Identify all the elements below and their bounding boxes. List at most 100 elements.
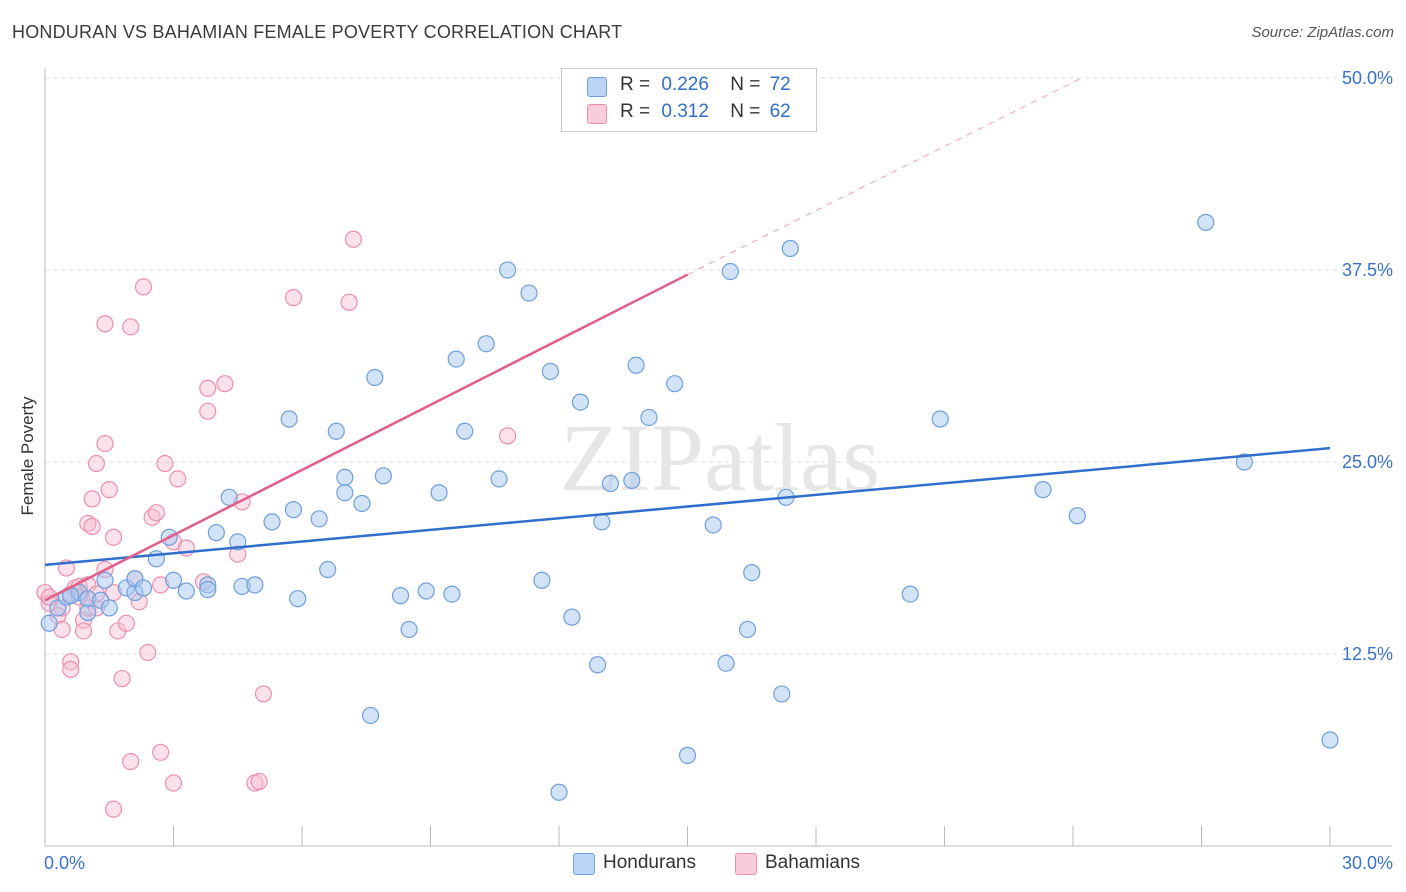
bahamians-point <box>199 402 217 420</box>
hondurans-point <box>327 422 345 440</box>
hondurans-point <box>134 579 153 597</box>
bahamians-point <box>122 752 140 771</box>
hondurans-point <box>533 571 551 589</box>
y-tick-label: 50.0% <box>1342 68 1393 88</box>
bahamians-swatch <box>587 104 607 124</box>
bahamians-point <box>104 800 123 818</box>
hondurans-point <box>456 422 474 440</box>
hondurans-point <box>336 468 354 486</box>
bahamians-point <box>139 643 157 662</box>
n-label: N = <box>730 101 761 122</box>
hondurans-point <box>280 410 298 428</box>
bahamians-point <box>74 622 93 640</box>
hondurans-point <box>374 467 392 485</box>
hondurans-point <box>361 706 380 725</box>
axes <box>44 68 1392 847</box>
legend-label: Bahamians <box>765 852 861 873</box>
bahamians-point <box>100 481 118 499</box>
x-tick-label: 30.0% <box>1342 853 1393 873</box>
hondurans-point <box>704 516 722 534</box>
watermark: ZIPatlas <box>560 404 880 511</box>
bahamians-points <box>36 230 517 818</box>
y-tick-label: 37.5% <box>1342 260 1393 280</box>
hondurans-swatch <box>573 853 595 875</box>
hondurans-point <box>40 614 58 632</box>
hondurans-point <box>593 513 611 531</box>
hondurans-point <box>336 484 354 502</box>
hondurans-point <box>443 585 461 603</box>
hondurans-point <box>717 654 735 672</box>
bahamians-point <box>113 669 131 688</box>
hondurans-point <box>177 582 195 600</box>
bahamians-point <box>122 318 140 336</box>
bahamians-point <box>284 289 303 307</box>
hondurans-point <box>100 599 118 617</box>
hondurans-point <box>430 484 448 502</box>
bahamians-point <box>62 660 80 678</box>
bahamians-point <box>134 278 153 296</box>
n-value: 72 <box>769 74 791 95</box>
tick-labels: 12.5% 25.0% 37.5% 50.0% 0.0% 30.0% <box>44 68 1393 873</box>
hondurans-point <box>284 501 303 519</box>
chart-title: HONDURAN VS BAHAMIAN FEMALE POVERTY CORR… <box>12 22 623 42</box>
hondurans-point <box>1034 481 1052 499</box>
hondurans-point <box>678 746 697 764</box>
hondurans-point <box>773 685 791 703</box>
hondurans-point <box>931 410 949 428</box>
n-value: 62 <box>769 101 791 122</box>
bahamians-point <box>216 375 234 393</box>
bahamians-point <box>156 454 174 473</box>
hondurans-point <box>310 510 328 528</box>
hondurans-point <box>666 375 684 393</box>
hondurans-point <box>1068 507 1086 525</box>
hondurans-trend-line <box>44 446 1331 567</box>
bahamians-point <box>340 293 358 311</box>
bahamians-point <box>169 470 187 488</box>
bahamians-point <box>344 230 362 248</box>
hondurans-point <box>1235 453 1253 471</box>
legend-label: Hondurans <box>603 852 696 873</box>
hondurans-point <box>220 488 238 506</box>
y-tick-label: 12.5% <box>1342 644 1393 664</box>
hondurans-point <box>400 620 418 639</box>
x-tick-label: 0.0% <box>44 853 85 873</box>
bahamians-point <box>104 528 123 546</box>
hondurans-point <box>289 590 307 608</box>
bahamians-point <box>83 517 101 536</box>
hondurans-point <box>353 494 371 513</box>
hondurans-point <box>541 362 560 380</box>
hondurans-point <box>246 576 264 594</box>
bahamians-swatch <box>735 853 757 875</box>
hondurans-point <box>623 471 641 490</box>
hondurans-point <box>588 656 607 674</box>
bahamians-point <box>164 774 183 792</box>
hondurans-point <box>319 560 337 579</box>
hondurans-point <box>477 335 495 353</box>
hondurans-point <box>199 580 217 599</box>
r-value: 0.312 <box>661 101 709 122</box>
hondurans-point <box>164 571 183 589</box>
correlation-legend: R = 0.226 N = 72 R = 0.312 N = 62 <box>561 68 817 132</box>
hondurans-point <box>627 356 645 374</box>
hondurans-point <box>499 261 517 279</box>
bahamians-point <box>250 772 268 791</box>
hondurans-point <box>207 524 225 542</box>
hondurans-swatch <box>587 77 607 97</box>
hondurans-point <box>901 585 919 603</box>
hondurans-point <box>738 620 757 639</box>
hondurans-point <box>490 470 508 488</box>
bahamians-point <box>96 315 114 333</box>
r-value: 0.226 <box>661 74 709 95</box>
hondurans-point <box>391 587 410 605</box>
hondurans-point <box>520 284 538 302</box>
bahamians-trend-line <box>44 273 689 602</box>
r-label: R = <box>620 101 651 122</box>
hondurans-point <box>640 408 658 427</box>
source-label: Source: ZipAtlas.com <box>1251 24 1394 41</box>
hondurans-point <box>1321 731 1339 749</box>
hondurans-point <box>550 783 568 801</box>
gridlines <box>45 77 1392 655</box>
bahamians-point <box>83 490 101 508</box>
bahamians-point <box>87 454 106 473</box>
hondurans-point <box>417 582 435 600</box>
